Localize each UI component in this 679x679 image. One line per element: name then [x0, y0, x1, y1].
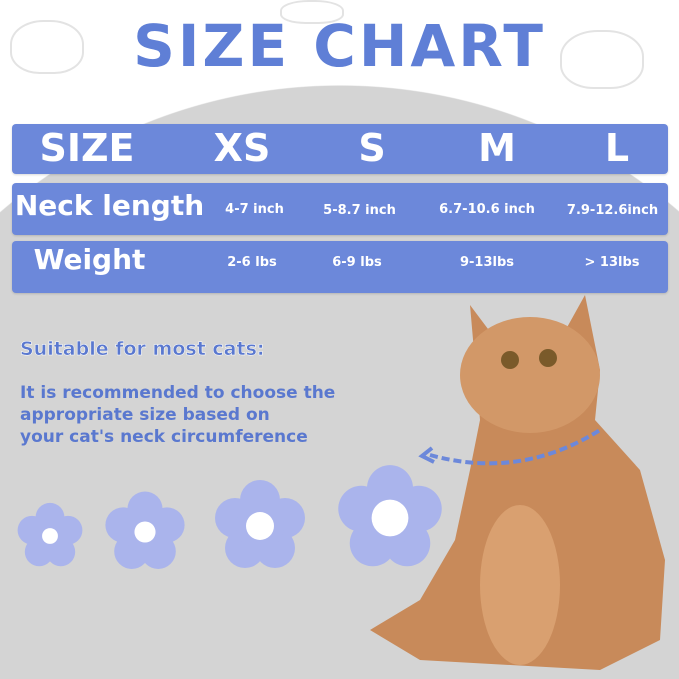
neck-m: 6.7-10.6 inch [439, 202, 535, 217]
size-header-row: SIZE XS S M L [12, 124, 668, 174]
collar-l [338, 465, 442, 567]
recommendation-line: your cat's neck circumference [20, 427, 308, 447]
recommendation-line: appropriate size based on [20, 405, 270, 425]
header-l: L [604, 126, 630, 170]
weight-label: Weight [33, 243, 146, 276]
weight-l: > 13lbs [584, 255, 640, 270]
neck-xs: 4-7 inch [225, 202, 284, 217]
header-size: SIZE [39, 126, 135, 170]
weight-xs: 2-6 lbs [227, 255, 277, 270]
weight-row: Weight 2-6 lbs 6-9 lbs 9-13lbs > 13lbs [12, 241, 668, 293]
header-m: M [478, 126, 516, 170]
neck-length-row: Neck length 4-7 inch 5-8.7 inch 6.7-10.6… [12, 183, 668, 235]
collar-s [105, 491, 185, 569]
cat-doodle [560, 30, 644, 89]
recommendation-text: It is recommended to choose the appropri… [20, 382, 335, 448]
neck-length-label: Neck length [14, 189, 205, 222]
cat-doodle [10, 20, 84, 74]
weight-m: 9-13lbs [459, 255, 515, 270]
page-title: SIZE CHART [133, 12, 546, 80]
neck-s: 5-8.7 inch [323, 203, 396, 218]
header-xs: XS [213, 126, 271, 170]
neck-l: 7.9-12.6inch [566, 203, 659, 218]
suitable-heading: Suitable for most cats: [20, 338, 265, 361]
arrow-head-icon [418, 446, 435, 464]
cat-doodle [280, 0, 344, 24]
cat-photo [370, 295, 665, 670]
header-s: S [358, 126, 386, 170]
collar-xs [17, 502, 83, 567]
weight-s: 6-9 lbs [332, 255, 382, 270]
recommendation-line: It is recommended to choose the [20, 383, 336, 403]
measure-arrow [429, 428, 602, 466]
collar-m [215, 480, 305, 568]
